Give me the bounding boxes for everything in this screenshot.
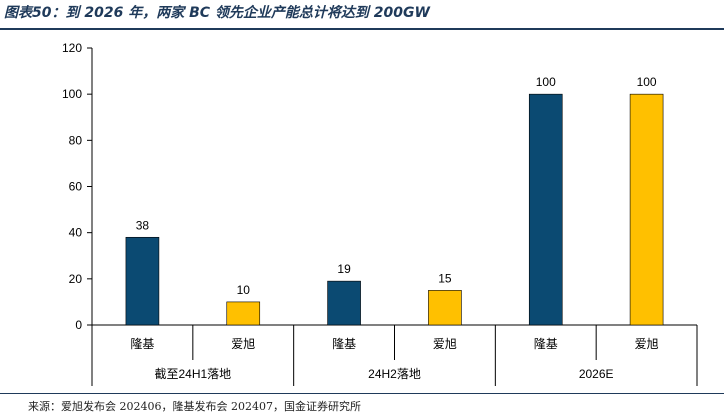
x-group-label: 24H2落地: [368, 367, 421, 381]
x-group-label: 截至24H1落地: [154, 367, 231, 381]
data-label: 10: [237, 283, 251, 297]
bar-longi: [528, 93, 563, 326]
x-category-label: 隆基: [332, 336, 356, 351]
y-tick-label: 20: [69, 272, 83, 286]
figure-title: 图表50：到 2026 年，两家 BC 领先企业产能总计将达到 200GW: [4, 5, 430, 21]
data-label: 100: [536, 75, 556, 89]
bar-aiko: [428, 290, 462, 326]
bar-aiko: [629, 93, 664, 326]
x-category-label: 爱旭: [433, 337, 457, 351]
bar-aiko: [226, 301, 261, 326]
x-category-label: 隆基: [130, 336, 154, 351]
y-tick-label: 120: [62, 41, 82, 55]
x-category-label: 爱旭: [231, 337, 255, 351]
y-tick-label: 100: [62, 87, 82, 101]
bar-longi: [125, 236, 160, 326]
data-label: 100: [637, 75, 657, 89]
source-note: 来源：爱旭发布会 202406，隆基发布会 202407，国金证券研究所: [28, 400, 361, 413]
data-label: 15: [438, 271, 452, 285]
bar-longi: [327, 280, 361, 326]
bar-chart: 0 20 40 60 80 100 120 38 隆基 10 爱旭 19 隆基 15 爱旭 100 隆基 100 爱…: [62, 41, 698, 386]
y-tick-label: 40: [69, 226, 83, 240]
x-category-label: 爱旭: [635, 337, 659, 351]
data-label: 19: [337, 262, 351, 276]
footer-rule: [0, 393, 724, 394]
y-tick-label: 80: [69, 133, 83, 147]
x-category-label: 隆基: [534, 336, 558, 351]
x-group-label: 2026E: [579, 367, 614, 381]
y-tick-label: 0: [75, 318, 82, 332]
y-tick-label: 60: [69, 180, 83, 194]
data-label: 38: [136, 218, 150, 232]
title-rule: [0, 28, 724, 30]
